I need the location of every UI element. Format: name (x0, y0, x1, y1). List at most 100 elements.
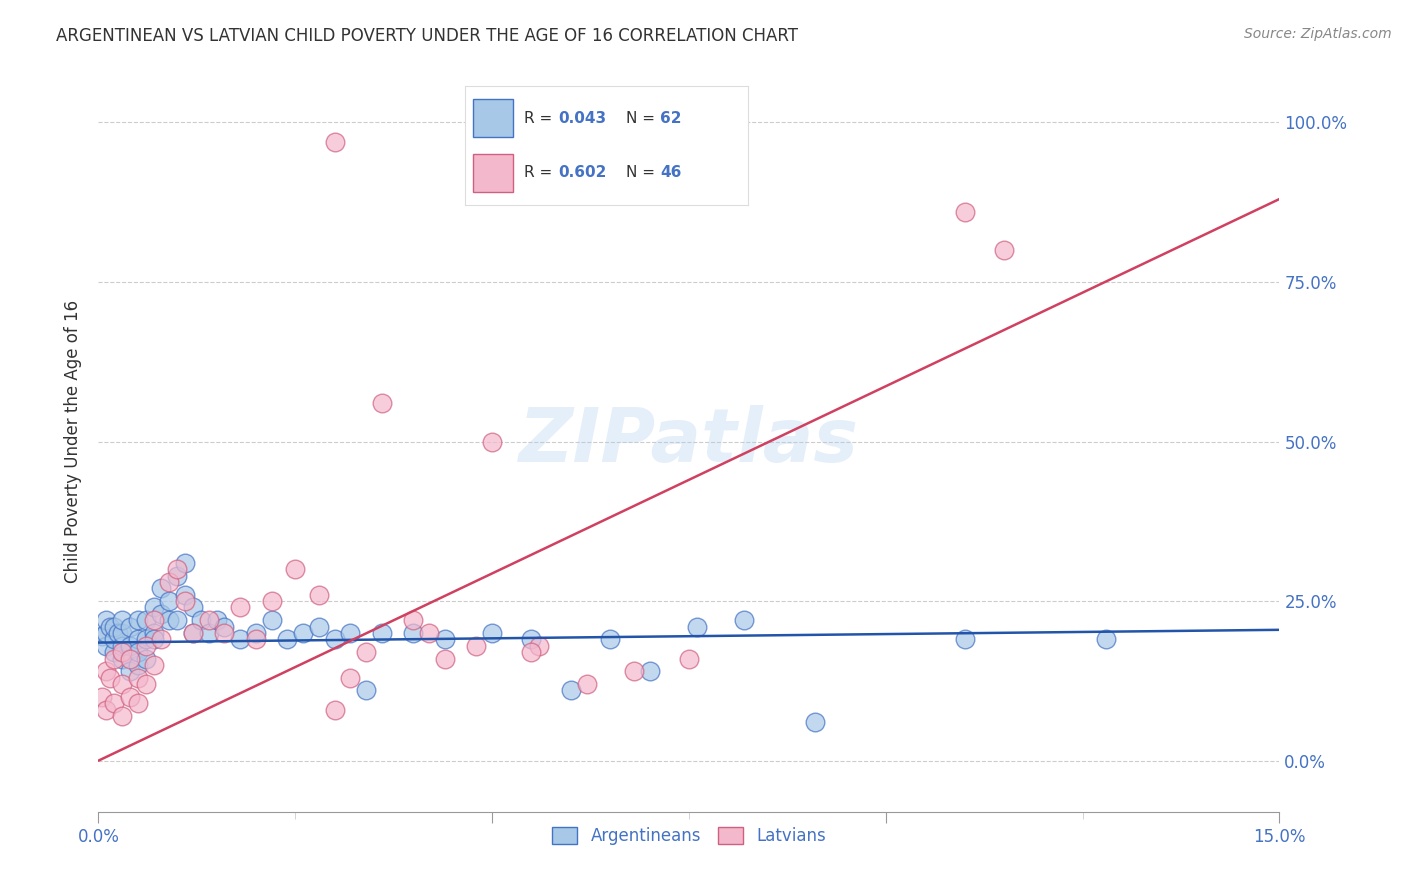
Point (135, 613, 157, 627)
Point (96, 626, 118, 640)
Point (111, 639, 134, 653)
Point (804, 715, 827, 730)
Point (214, 619, 236, 633)
Point (371, 396, 394, 410)
Point (127, 645, 149, 659)
Point (323, 135, 346, 149)
Point (96, 639, 118, 653)
Point (276, 632, 298, 647)
Point (142, 600, 165, 615)
Point (284, 562, 307, 576)
Point (481, 626, 503, 640)
Text: ZIPatlas: ZIPatlas (519, 405, 859, 478)
Point (229, 600, 252, 615)
Point (433, 632, 456, 647)
Point (197, 613, 219, 627)
Y-axis label: Child Poverty Under the Age of 16: Child Poverty Under the Age of 16 (65, 300, 83, 583)
Point (993, 243, 1015, 257)
Point (481, 434, 503, 449)
Point (181, 600, 204, 615)
Point (118, 639, 141, 653)
Point (339, 671, 361, 685)
Point (402, 626, 425, 640)
Point (245, 626, 267, 640)
Point (127, 696, 149, 710)
Point (157, 613, 180, 627)
Point (103, 696, 125, 710)
Point (98, 619, 121, 633)
Point (174, 556, 197, 570)
Point (127, 671, 149, 685)
Point (91, 629, 114, 643)
Point (260, 613, 283, 627)
Point (150, 632, 173, 647)
Point (623, 665, 645, 679)
Point (260, 594, 283, 608)
Point (190, 613, 212, 627)
Point (111, 709, 134, 723)
Point (150, 607, 173, 621)
Point (529, 639, 551, 653)
Point (229, 632, 252, 647)
Point (127, 657, 149, 672)
Point (142, 626, 165, 640)
Point (678, 651, 700, 665)
Point (339, 626, 361, 640)
Point (292, 626, 315, 640)
Point (181, 626, 204, 640)
Point (733, 613, 755, 627)
Point (111, 677, 134, 691)
Point (371, 626, 394, 640)
Text: ARGENTINEAN VS LATVIAN CHILD POVERTY UNDER THE AGE OF 16 CORRELATION CHART: ARGENTINEAN VS LATVIAN CHILD POVERTY UND… (56, 27, 799, 45)
Point (142, 613, 165, 627)
Point (520, 645, 543, 659)
Point (308, 619, 330, 633)
Point (135, 639, 157, 653)
Point (520, 632, 543, 647)
Point (118, 619, 141, 633)
Point (111, 651, 134, 665)
Point (157, 594, 180, 608)
Point (214, 626, 236, 640)
Point (174, 588, 197, 602)
Point (127, 632, 149, 647)
Point (118, 690, 141, 704)
Point (127, 613, 149, 627)
Point (135, 651, 157, 665)
Point (103, 619, 125, 633)
Point (103, 645, 125, 659)
Point (142, 657, 165, 672)
Point (166, 562, 188, 576)
Point (323, 703, 346, 717)
Point (418, 626, 440, 640)
Point (575, 677, 598, 691)
Legend: Argentineans, Latvians: Argentineans, Latvians (546, 820, 832, 852)
Point (638, 665, 661, 679)
Point (111, 645, 134, 659)
Point (1095, 632, 1118, 647)
Point (953, 204, 976, 219)
Point (157, 574, 180, 589)
Point (111, 613, 134, 627)
Point (354, 645, 377, 659)
Point (107, 626, 129, 640)
Point (118, 651, 141, 665)
Point (118, 665, 141, 679)
Text: Source: ZipAtlas.com: Source: ZipAtlas.com (1244, 27, 1392, 41)
Point (402, 613, 425, 627)
Point (465, 639, 488, 653)
Point (103, 632, 125, 647)
Point (174, 594, 197, 608)
Point (135, 632, 157, 647)
Point (354, 683, 377, 698)
Point (166, 568, 188, 582)
Point (150, 582, 173, 596)
Point (111, 626, 134, 640)
Point (686, 619, 709, 633)
Point (142, 632, 165, 647)
Point (98, 671, 121, 685)
Point (308, 588, 330, 602)
Point (560, 683, 582, 698)
Point (599, 632, 621, 647)
Point (96, 665, 118, 679)
